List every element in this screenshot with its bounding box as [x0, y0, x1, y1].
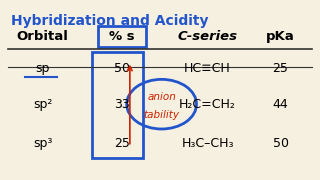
Text: 25: 25 [273, 62, 289, 75]
Text: anion: anion [147, 92, 176, 102]
Text: HC≡CH: HC≡CH [184, 62, 231, 75]
Text: % s: % s [109, 30, 135, 43]
Text: 33: 33 [114, 98, 130, 111]
Text: H₃C–CH₃: H₃C–CH₃ [181, 137, 234, 150]
Text: C-series: C-series [178, 30, 237, 43]
Text: sp³: sp³ [33, 137, 52, 150]
Text: Orbital: Orbital [17, 30, 68, 43]
Text: tability: tability [144, 110, 180, 120]
Text: 50: 50 [114, 62, 130, 75]
Text: pKa: pKa [266, 30, 295, 43]
Text: 25: 25 [114, 137, 130, 150]
Text: Hybridization and Acidity: Hybridization and Acidity [11, 14, 208, 28]
Text: H₂C=CH₂: H₂C=CH₂ [179, 98, 236, 111]
Text: 44: 44 [273, 98, 288, 111]
Text: 50: 50 [273, 137, 289, 150]
Text: sp²: sp² [33, 98, 52, 111]
Text: sp: sp [36, 62, 50, 75]
